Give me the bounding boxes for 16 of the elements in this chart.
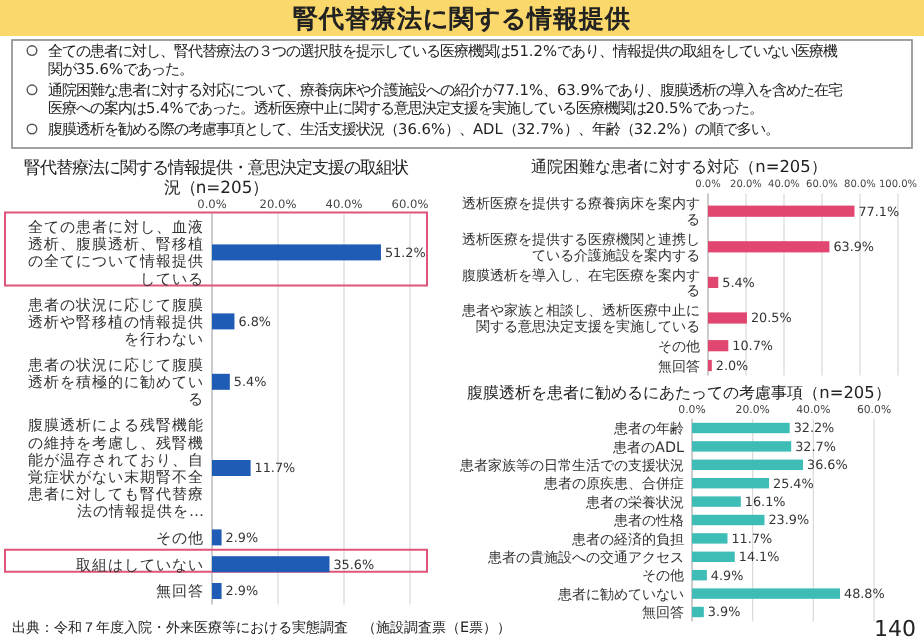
bar — [692, 422, 790, 434]
chart-title: 腎代替療法に関する情報提供・意思決定支援の取組状況（n=205） — [24, 156, 408, 197]
chart-title: 通院困難な患者に対する対応（n=205） — [531, 156, 827, 177]
bar — [692, 441, 792, 452]
bar — [692, 514, 765, 526]
bar — [692, 551, 735, 562]
bar — [692, 533, 728, 544]
chart-title: 腹膜透析を患者に勧めるにあたっての考慮事項（n=205） — [467, 381, 891, 402]
text: 140 — [874, 616, 916, 640]
bar — [692, 496, 741, 507]
text: 腎代替療法に関する情報提供 — [293, 3, 631, 33]
bar — [692, 570, 707, 581]
bar — [692, 478, 770, 489]
bar — [692, 606, 704, 618]
bar — [692, 588, 841, 599]
bar — [692, 459, 804, 470]
